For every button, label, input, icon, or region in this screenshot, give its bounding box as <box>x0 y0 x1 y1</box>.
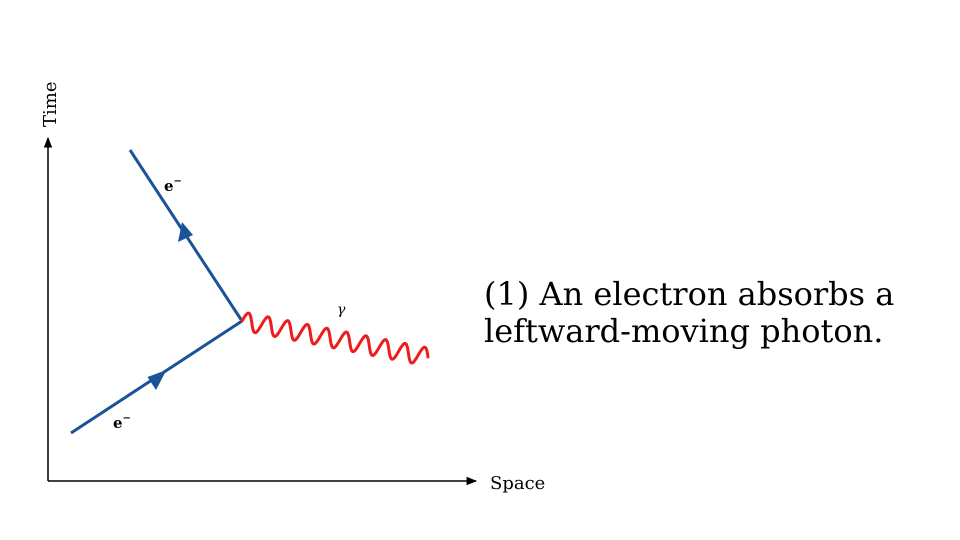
outgoing-electron-arrow <box>178 222 193 242</box>
incoming-electron-label: e− <box>113 413 131 432</box>
space-axis-label: Space <box>490 473 545 494</box>
outgoing-electron-label: e− <box>164 176 182 195</box>
caption-line-2: leftward-moving photon. <box>484 312 884 350</box>
incoming-electron-arrow <box>147 370 167 390</box>
photon-label: γ <box>337 302 346 318</box>
caption: (1) An electron absorbs a leftward-movin… <box>484 276 944 350</box>
photon-wavy-line <box>240 311 430 365</box>
caption-line-1: (1) An electron absorbs a <box>484 275 895 313</box>
time-axis-label: Time <box>40 82 61 127</box>
